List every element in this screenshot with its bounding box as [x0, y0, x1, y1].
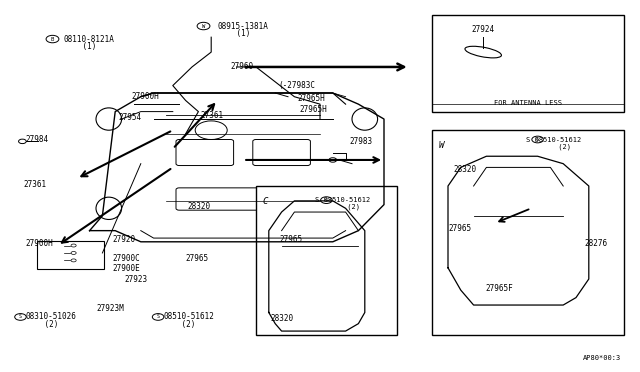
Text: 27924: 27924: [472, 25, 495, 34]
Bar: [432, 15, 624, 112]
Text: 27923: 27923: [125, 275, 148, 284]
Text: (2): (2): [26, 320, 58, 329]
Text: (1): (1): [218, 29, 250, 38]
Text: (2): (2): [326, 203, 360, 210]
Text: (1): (1): [64, 42, 97, 51]
Text: 27923M: 27923M: [96, 304, 124, 313]
Text: 08110-8121A: 08110-8121A: [64, 35, 115, 44]
Text: 27960: 27960: [230, 62, 253, 71]
Text: S: S: [157, 314, 159, 320]
Text: 28276: 28276: [585, 239, 608, 248]
Text: (-27983C: (-27983C: [278, 81, 316, 90]
Text: S 08510-51612: S 08510-51612: [316, 197, 371, 203]
Text: (2): (2): [536, 143, 571, 150]
Bar: [256, 186, 397, 335]
Text: 27965: 27965: [448, 224, 471, 233]
Text: 08310-51026: 08310-51026: [26, 312, 76, 321]
Text: 27954: 27954: [118, 113, 141, 122]
Text: 27965H: 27965H: [300, 105, 327, 114]
Text: 27965: 27965: [186, 254, 209, 263]
Text: 08510-51612: 08510-51612: [163, 312, 214, 321]
Text: C: C: [262, 197, 268, 206]
Bar: [432, 130, 624, 335]
Text: FOR ANTENNA LESS: FOR ANTENNA LESS: [494, 100, 562, 106]
Text: 27984: 27984: [26, 135, 49, 144]
Text: 27965F: 27965F: [485, 284, 513, 293]
Text: 27920: 27920: [112, 235, 135, 244]
Text: S 08510-51612: S 08510-51612: [526, 137, 581, 142]
Text: 27361: 27361: [200, 111, 223, 120]
Text: 27965: 27965: [280, 235, 303, 244]
Text: 28320: 28320: [453, 165, 476, 174]
Text: 27900H: 27900H: [131, 92, 159, 101]
Text: (2): (2): [163, 320, 196, 329]
Text: 27983: 27983: [349, 137, 372, 146]
Text: 28320: 28320: [188, 202, 211, 211]
Text: 27900H: 27900H: [26, 239, 53, 248]
Text: 27361: 27361: [24, 180, 47, 189]
Text: 27965H: 27965H: [298, 94, 325, 103]
Text: 27900C: 27900C: [112, 254, 140, 263]
Text: W: W: [202, 23, 205, 29]
Text: 08915-1381A: 08915-1381A: [218, 22, 268, 31]
Text: W: W: [438, 141, 444, 150]
Text: 27900E: 27900E: [112, 264, 140, 273]
Text: S: S: [324, 198, 328, 203]
Text: B: B: [51, 36, 54, 42]
Text: S: S: [19, 314, 22, 320]
Text: S: S: [536, 137, 540, 142]
Text: 28320: 28320: [270, 314, 293, 323]
Text: AP80*00:3: AP80*00:3: [582, 355, 621, 361]
